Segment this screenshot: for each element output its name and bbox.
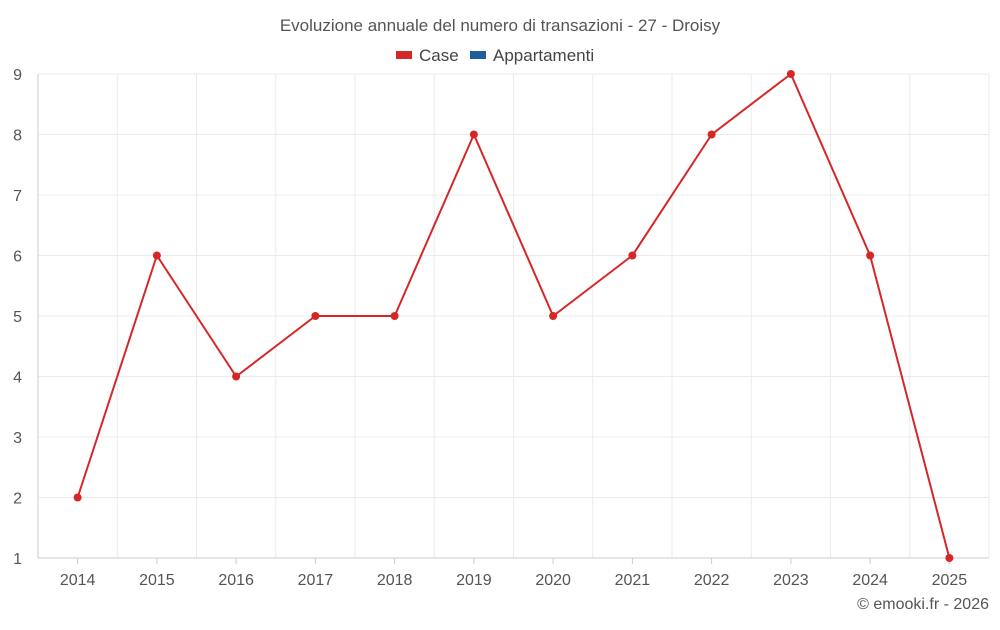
x-tick-label: 2025: [932, 572, 968, 589]
data-point-case-2020[interactable]: [549, 312, 558, 320]
series-line-case: [76, 73, 951, 559]
data-point-case-2023[interactable]: [786, 70, 795, 78]
y-tick-label: 8: [13, 128, 22, 145]
chart-title: Evoluzione annuale del numero di transaz…: [280, 16, 721, 35]
data-point-case-2014[interactable]: [73, 493, 82, 502]
x-tick-label: 2022: [694, 572, 730, 589]
data-point-case-2025[interactable]: [945, 554, 954, 562]
data-point-case-2017[interactable]: [311, 312, 320, 320]
credit-text: © emooki.fr - 2026: [857, 596, 989, 613]
y-tick-label: 7: [13, 188, 22, 205]
legend-swatch-appartamenti: [470, 51, 486, 59]
x-tick-label: 2015: [139, 572, 175, 589]
y-tick-label: 2: [13, 491, 22, 508]
x-tick-label: 2016: [218, 572, 254, 589]
legend-label-case[interactable]: Case: [419, 46, 459, 65]
data-point-case-2021[interactable]: [628, 251, 637, 260]
data-point-case-2024[interactable]: [866, 251, 875, 260]
data-point-case-2016[interactable]: [232, 372, 241, 381]
data-point-case-2018[interactable]: [390, 312, 399, 320]
y-tick-label: 4: [13, 370, 22, 387]
grid: [37, 73, 990, 558]
legend-swatch-case: [396, 51, 412, 59]
series-layer: [73, 70, 954, 562]
y-tick-label: 6: [13, 249, 22, 266]
legend-label-appartamenti[interactable]: Appartamenti: [493, 46, 594, 65]
data-point-case-2015[interactable]: [152, 251, 161, 260]
x-tick-label: 2024: [852, 572, 888, 589]
chart-legend: Case Appartamenti: [396, 46, 594, 65]
x-tick-label: 2017: [298, 572, 334, 589]
y-tick-label: 5: [13, 309, 22, 326]
x-tick-label: 2023: [773, 572, 809, 589]
x-tick-label: 2018: [377, 572, 413, 589]
y-tick-label: 3: [13, 430, 22, 447]
x-tick-label: 2014: [60, 572, 96, 589]
y-tick-label: 1: [13, 551, 22, 568]
y-tick-label: 9: [13, 67, 22, 84]
data-point-case-2022[interactable]: [707, 130, 716, 139]
x-tick-label: 2019: [456, 572, 492, 589]
x-tick-label: 2020: [535, 572, 571, 589]
data-point-case-2019[interactable]: [469, 130, 478, 139]
axes: 1 2 3 4 5 6 7 8 9 2014 2015 2016 2017 2018 2019 2020 202…: [13, 67, 989, 589]
x-tick-label: 2021: [615, 572, 651, 589]
